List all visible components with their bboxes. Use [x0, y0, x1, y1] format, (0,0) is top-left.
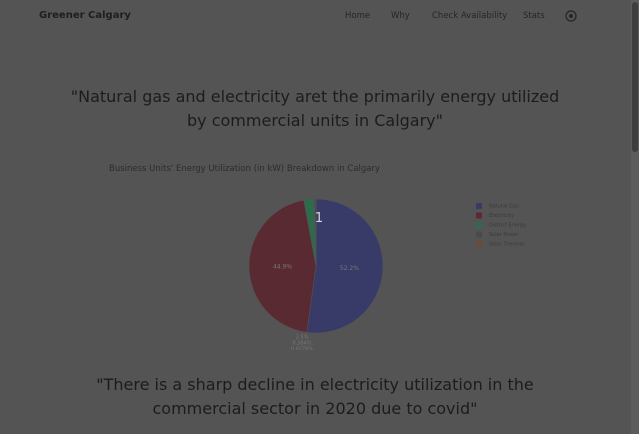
slice-label: 2.5% [296, 335, 309, 341]
github-icon[interactable] [564, 9, 578, 23]
slice-label: 52.2% [340, 265, 359, 272]
scrollbar[interactable] [631, 0, 639, 434]
nav-link[interactable]: Why [391, 11, 410, 21]
navbar: Greener Calgary Home Why Check Availabil… [0, 0, 630, 34]
pie-slice [306, 198, 384, 334]
legend-swatch [476, 222, 482, 228]
nav-link[interactable]: Home [345, 11, 371, 21]
chart-title: Business Units' Energy Utilization (in k… [109, 164, 380, 174]
legend-swatch [476, 203, 482, 209]
nav-link[interactable]: Check Availability [432, 11, 508, 21]
slice-label: 0.0278% [291, 347, 313, 351]
legend-label: Solar Power [489, 232, 519, 238]
scroll-thumb[interactable] [632, 2, 638, 152]
legend-label: District Energy [489, 223, 526, 229]
slice-label: 44.9% [273, 263, 292, 270]
headline: "Natural gas and electricity aret the pr… [70, 87, 560, 130]
pie-slice [248, 199, 317, 333]
nav-link[interactable]: Stats [523, 11, 545, 21]
headline: "There is a sharp decline in electricity… [96, 375, 534, 418]
legend-label: Electricity [489, 213, 514, 219]
legend-swatch [476, 241, 482, 247]
slice-label: 0.384% [292, 341, 311, 347]
legend-label: Natural Gas [489, 204, 519, 210]
legend-swatch [476, 212, 482, 219]
legend-label: Solar Thermal [489, 242, 524, 248]
legend-swatch [476, 231, 482, 238]
pie-chart: Business Units' Energy Utilization (in k… [109, 164, 526, 351]
annotation: 1 [315, 211, 323, 226]
brand[interactable]: Greener Calgary [39, 10, 131, 21]
